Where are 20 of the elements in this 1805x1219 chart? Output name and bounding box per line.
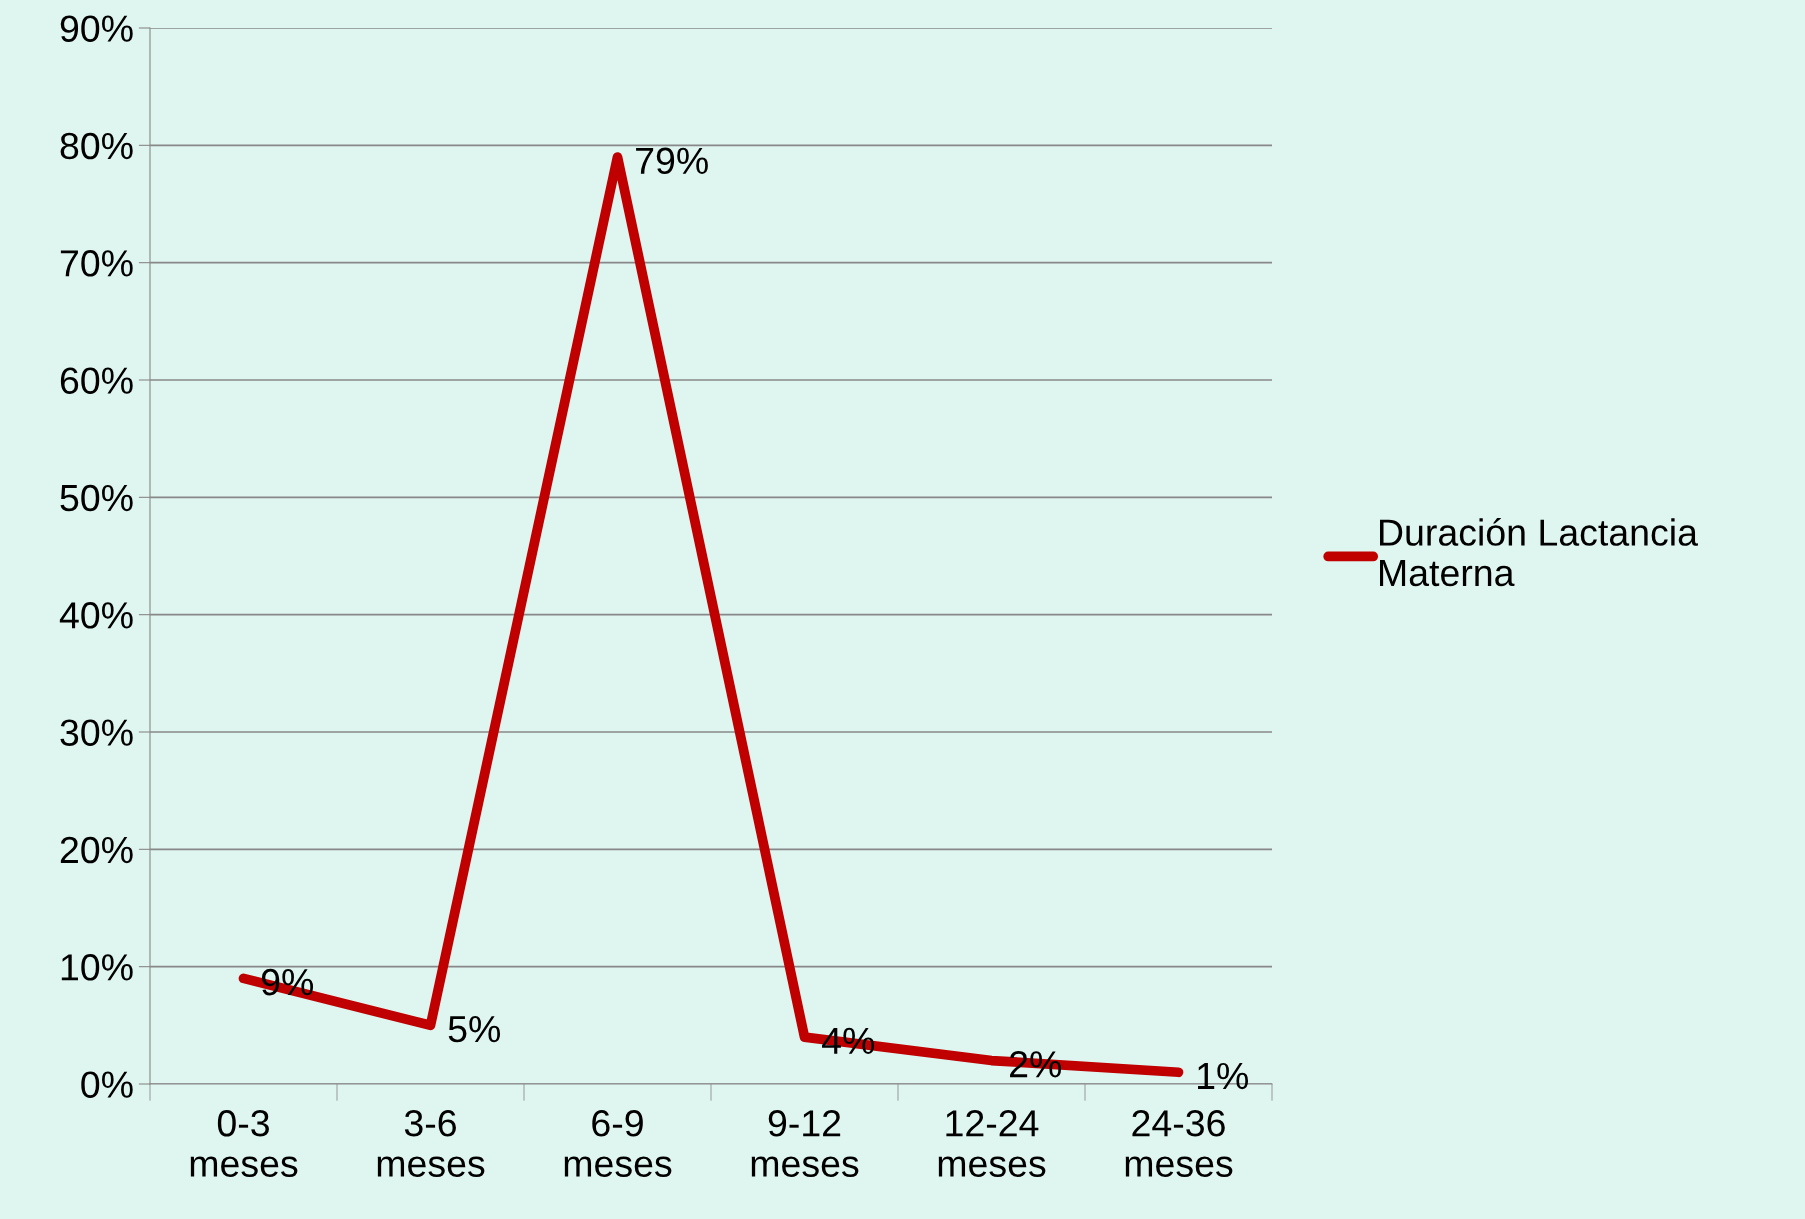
x-tick-label: 12-24 meses bbox=[938, 1109, 1046, 1177]
y-tick-label: 10% bbox=[61, 954, 133, 981]
y-tick-label: 50% bbox=[60, 484, 133, 512]
y-tick-label: 70% bbox=[60, 250, 133, 277]
y-tick-label: 0% bbox=[81, 1071, 133, 1098]
y-tick-label: 40% bbox=[59, 602, 133, 629]
x-tick-label: 3-6 meses bbox=[377, 1109, 485, 1177]
y-tick-label: 30% bbox=[60, 719, 133, 746]
data-label: 5% bbox=[448, 1015, 501, 1043]
x-tick-label: 9-12 meses bbox=[751, 1109, 859, 1177]
y-tick-label: 60% bbox=[60, 367, 133, 394]
x-tick-label: 6-9 meses bbox=[564, 1109, 672, 1177]
y-tick-label: 80% bbox=[60, 132, 133, 160]
data-label: 79% bbox=[636, 147, 708, 175]
x-tick-label: 0-3 meses bbox=[190, 1109, 298, 1177]
y-tick-label: 90% bbox=[60, 15, 133, 42]
data-label: 1% bbox=[1198, 1062, 1249, 1090]
legend-label: Duración Lactancia Materna bbox=[1380, 517, 1698, 587]
x-tick-label: 24-36 meses bbox=[1125, 1109, 1233, 1177]
y-tick-label: 20% bbox=[60, 836, 133, 864]
